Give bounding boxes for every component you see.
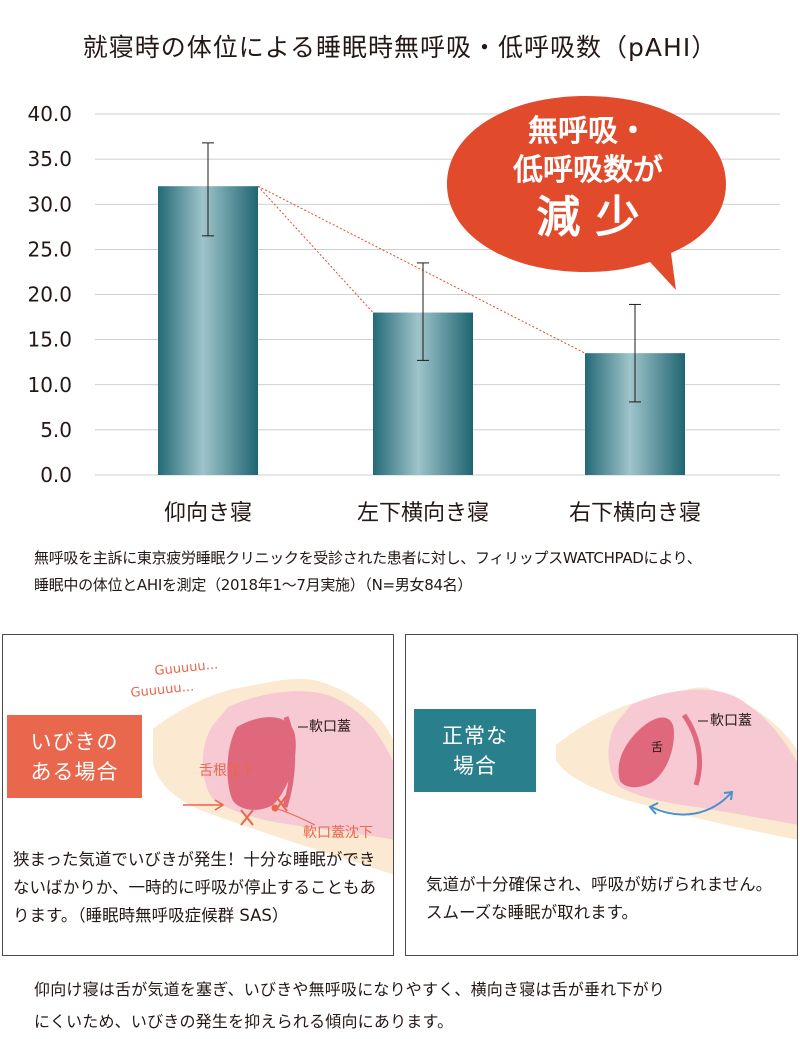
category-label: 左下横向き寝 bbox=[357, 501, 489, 526]
snore-sound-1: Guuuuu... bbox=[154, 657, 219, 679]
tongue-root-drop-label: 舌根沈下 bbox=[199, 763, 255, 779]
category-label: 右下横向き寝 bbox=[569, 501, 701, 526]
trend-connectors bbox=[257, 185, 586, 354]
soft-palate-drop-label: 軟口蓋沈下 bbox=[303, 825, 373, 841]
soft-palate-label-normal: 軟口蓋 bbox=[710, 713, 752, 729]
snoring-label-line-2: ある場合 bbox=[30, 760, 119, 784]
error-bars bbox=[202, 142, 641, 403]
y-tick-label: 40.0 bbox=[27, 102, 72, 126]
tongue-label: 舌 bbox=[651, 740, 663, 754]
category-labels: 仰向き寝 左下横向き寝 右下横向き寝 bbox=[164, 501, 701, 526]
study-note: 無呼吸を主訴に東京疲労睡眠クリニックを受診された患者に対し、フィリップスWATC… bbox=[34, 545, 784, 599]
normal-airway-illustration: 軟口蓋 舌 bbox=[556, 687, 797, 840]
normal-label: 正常な 場合 bbox=[414, 709, 536, 792]
y-tick-label: 0.0 bbox=[40, 463, 72, 487]
y-tick-labels: 0.0 5.0 10.0 15.0 20.0 25.0 30.0 35.0 40.0 bbox=[27, 102, 72, 487]
soft-palate-label: 軟口蓋 bbox=[309, 719, 351, 735]
callout-bubble: 無呼吸・ 低呼吸数が 減 少 bbox=[447, 96, 726, 290]
y-tick-label: 10.0 bbox=[27, 373, 72, 397]
footer-line-2: にくいため、いびきの発生を抑えられる傾向にあります。 bbox=[34, 1012, 454, 1031]
normal-description: 気道が十分確保され、呼吸が妨げられません。スムーズな睡眠が取れます。 bbox=[426, 875, 773, 922]
normal-panel: 軟口蓋 舌 正常な 場合 気道が十分確保され、呼吸が妨げられません。スムーズな睡… bbox=[405, 634, 798, 956]
snoring-label: いびきの ある場合 bbox=[7, 715, 142, 798]
trend-connector bbox=[257, 185, 374, 313]
y-tick-label: 35.0 bbox=[27, 147, 72, 171]
category-label: 仰向き寝 bbox=[164, 501, 252, 526]
snoring-airway-illustration: Guuuuu... Guuuuu... 軟口蓋 舌根沈下 軟口蓋沈下 bbox=[130, 657, 393, 875]
snoring-description: 狭まった気道でいびきが発生！十分な睡眠ができないばかりか、一時的に呼吸が停止する… bbox=[13, 850, 376, 925]
snoring-panel: Guuuuu... Guuuuu... 軟口蓋 舌根沈下 軟口蓋沈下 いびきの … bbox=[2, 634, 394, 956]
y-tick-label: 30.0 bbox=[27, 192, 72, 216]
callout-line-1: 無呼吸・ bbox=[528, 114, 648, 149]
callout-line-2: 低呼吸数が bbox=[512, 153, 663, 188]
study-note-line-1: 無呼吸を主訴に東京疲労睡眠クリニックを受診された患者に対し、フィリップスWATC… bbox=[34, 549, 702, 567]
y-tick-label: 25.0 bbox=[27, 237, 72, 261]
callout-line-3: 減 少 bbox=[536, 192, 639, 243]
chart-title: 就寝時の体位による睡眠時無呼吸・低呼吸数（pAHI） bbox=[82, 33, 718, 62]
y-tick-label: 5.0 bbox=[40, 418, 72, 442]
footer-line-1: 仰向け寝は舌が気道を塞ぎ、いびきや無呼吸になりやすく、横向き寝は舌が垂れ下がり bbox=[34, 980, 666, 999]
normal-label-line-1: 正常な bbox=[442, 724, 508, 748]
snoring-label-line-1: いびきの bbox=[30, 730, 119, 754]
study-note-line-2: 睡眠中の体位とAHIを測定（2018年1～7月実施）（N=男女84名） bbox=[34, 576, 473, 594]
footer-text: 仰向け寝は舌が気道を塞ぎ、いびきや無呼吸になりやすく、横向き寝は舌が垂れ下がり … bbox=[34, 974, 784, 1038]
y-tick-label: 20.0 bbox=[27, 283, 72, 307]
bar-chart: 0.0 5.0 10.0 15.0 20.0 25.0 30.0 35.0 40.0 仰向き寝 左… bbox=[27, 96, 780, 526]
normal-label-line-2: 場合 bbox=[453, 754, 497, 778]
trend-connector bbox=[257, 185, 586, 354]
snore-sound-2: Guuuuu... bbox=[130, 679, 195, 701]
y-tick-label: 15.0 bbox=[27, 328, 72, 352]
